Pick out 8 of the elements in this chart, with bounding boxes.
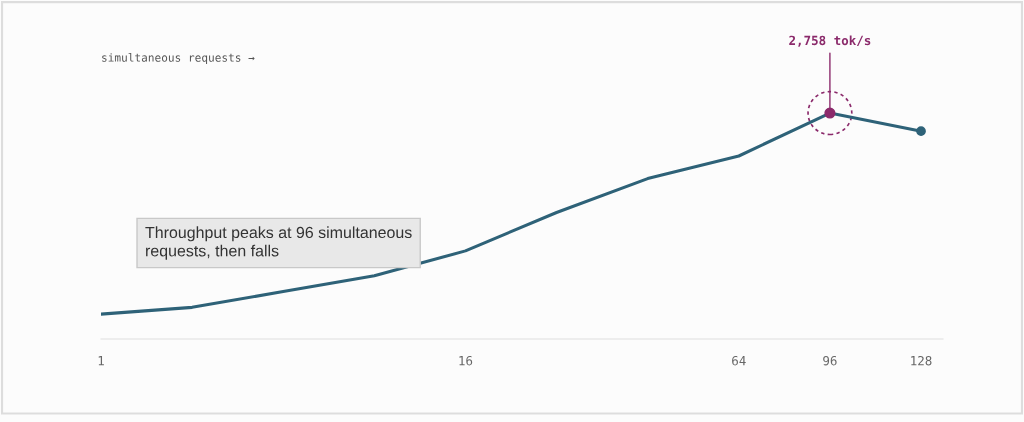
x-tick-label: 128: [911, 355, 932, 366]
annotation: Throughput peaks at 96 simultaneous requests, then falls: [145, 226, 412, 260]
x-tick-label: 1: [98, 356, 104, 366]
annotation: 2,758 tok/s: [789, 35, 871, 47]
x-tick-label: 96: [823, 355, 837, 366]
x-tick-label: 16: [459, 355, 473, 366]
x-tick-label: 64: [732, 355, 746, 366]
x-axis-title: simultaneous requests →: [102, 53, 255, 64]
